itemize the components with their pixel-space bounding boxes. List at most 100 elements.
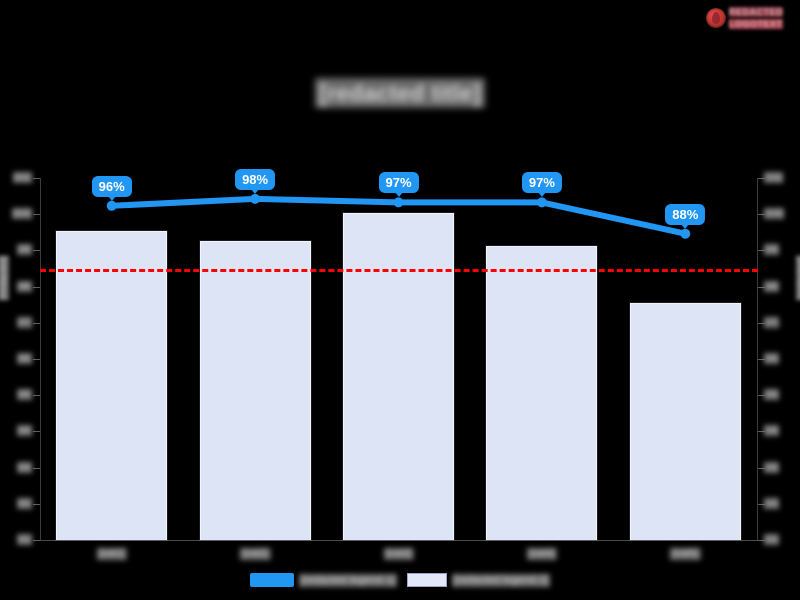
tick-label-text: [t11] <box>13 172 32 183</box>
y-axis-right-tick-label: [r5] <box>764 389 798 401</box>
y-axis-left-tick-label: [t3] <box>2 461 32 473</box>
legend-item-line[interactable]: [redacted legend 1] <box>249 573 397 587</box>
bar[interactable] <box>486 245 598 540</box>
y-axis-left-tick-label: [t2] <box>2 497 32 509</box>
y-axis-right-tick-label: [r4] <box>764 425 798 437</box>
legend-swatch-bar-icon <box>407 573 447 587</box>
bar[interactable] <box>199 240 311 540</box>
y-axis-right-tick <box>758 431 765 433</box>
line-marker[interactable] <box>536 197 547 208</box>
y-axis-right-tick <box>758 322 765 324</box>
tick-label-text: [r4] <box>764 425 780 437</box>
x-axis <box>40 540 758 541</box>
line-marker[interactable] <box>393 197 404 208</box>
y-axis-left-tick <box>33 467 40 469</box>
y-axis-right-tick-label: [r9] <box>764 244 798 256</box>
y-axis-right-tick <box>758 214 765 216</box>
y-axis-right-tick-label: [r2] <box>764 497 798 509</box>
y-axis-left-title: [redacted] <box>0 255 9 300</box>
y-axis-right-tick <box>758 503 765 505</box>
y-axis-right-tick-label: [r11] <box>764 172 798 183</box>
tick-label-text: [t9] <box>17 244 32 256</box>
x-axis-label: [cat5] <box>670 548 701 560</box>
y-axis-left-tick-label: [t10] <box>2 208 32 220</box>
y-axis-right-title: [redacted] <box>796 255 800 300</box>
logo-wordmark: REDACTED LOGOTEXT <box>729 7 784 29</box>
y-axis-left-tick-label: [t1] <box>2 534 32 545</box>
y-axis-left-tick-label: [t7] <box>2 316 32 328</box>
y-axis-left-tick <box>33 178 40 179</box>
y-axis-right-tick <box>758 250 765 252</box>
y-axis-left-tick-label: [t8] <box>2 280 32 292</box>
tick-label-text: [r3] <box>764 461 780 473</box>
y-axis-right-tick <box>758 395 765 397</box>
tick-label-text: [t7] <box>17 316 32 328</box>
y-axis-right-tick-label: [r7] <box>764 316 798 328</box>
tick-label-text: [t10] <box>12 208 32 220</box>
y-axis-left-tick-label: [t11] <box>2 172 32 183</box>
logo-circle-icon <box>706 8 726 28</box>
tick-label-text: [r8] <box>764 280 780 292</box>
y-axis-left-tick-label: [t9] <box>2 244 32 256</box>
legend-item-bar[interactable]: [redacted legend 2] <box>407 573 551 587</box>
tick-label-text: [t2] <box>17 497 32 509</box>
tick-label-text: [t3] <box>17 461 32 473</box>
y-axis-right <box>757 178 758 540</box>
brand-logo: REDACTED LOGOTEXT <box>706 3 794 33</box>
y-axis-left-tick <box>33 359 40 360</box>
y-axis-left-tick <box>33 322 40 324</box>
y-axis-left-tick <box>33 250 40 252</box>
y-axis-left-tick <box>33 214 40 216</box>
y-axis-right-tick-label: [r1] <box>764 534 798 545</box>
x-axis-label-text: [cat1] <box>96 548 127 560</box>
tick-label-text: [r5] <box>764 389 780 401</box>
tick-label-text: [t8] <box>17 280 32 292</box>
bar[interactable] <box>56 230 168 540</box>
tick-label-text: [t5] <box>17 389 32 401</box>
tick-label-text: [r2] <box>764 497 780 509</box>
y-axis-left-tick <box>33 395 40 397</box>
chart-title-text: [redacted title] <box>315 78 485 108</box>
logo-line-2: LOGOTEXT <box>729 19 784 29</box>
tick-label-text: [t1] <box>17 534 32 545</box>
line-marker[interactable] <box>250 193 261 204</box>
y-axis-left <box>40 178 41 540</box>
y-axis-left-tick-label: [t5] <box>2 389 32 401</box>
tick-label-text: [r6] <box>764 353 780 364</box>
y-axis-right-tick <box>758 286 765 288</box>
bar[interactable] <box>343 212 454 540</box>
tick-label-text: [r11] <box>764 172 784 183</box>
data-label: 98% <box>235 168 276 194</box>
y-axis-left-tick <box>33 286 40 288</box>
legend-label-bar: [redacted legend 2] <box>452 573 551 587</box>
line-marker[interactable] <box>106 200 117 211</box>
x-axis-label: [cat3] <box>383 548 414 560</box>
tick-label-text: [r9] <box>764 244 780 256</box>
x-axis-label-text: [cat5] <box>670 548 701 560</box>
y-axis-left-tick <box>33 431 40 433</box>
legend-swatch-line-icon <box>249 573 294 587</box>
line-marker[interactable] <box>680 228 691 239</box>
data-label: 97% <box>521 172 562 198</box>
y-axis-left-tick-label: [t6] <box>2 353 32 364</box>
y-axis-right-title-text: [redacted] <box>796 255 800 300</box>
y-axis-right-tick <box>758 540 765 541</box>
y-axis-right-tick <box>758 178 765 179</box>
reference-line <box>40 268 758 272</box>
data-label: 88% <box>665 203 706 229</box>
x-axis-label-text: [cat4] <box>526 548 558 560</box>
x-axis-label: [cat2] <box>239 548 271 560</box>
chart-title: [redacted title] <box>0 78 800 108</box>
y-axis-right-tick-label: [r8] <box>764 280 798 292</box>
y-axis-right-tick <box>758 359 765 360</box>
legend-label-line: [redacted legend 1] <box>298 573 397 587</box>
y-axis-right-tick-label: [r10] <box>764 208 798 220</box>
y-axis-left-title-text: [redacted] <box>0 255 9 300</box>
x-axis-label: [cat4] <box>526 548 558 560</box>
x-axis-label: [cat1] <box>96 548 127 560</box>
tick-label-text: [t4] <box>17 425 32 437</box>
logo-line-1: REDACTED <box>729 7 784 17</box>
bar[interactable] <box>629 303 741 540</box>
data-label: 96% <box>91 175 132 201</box>
